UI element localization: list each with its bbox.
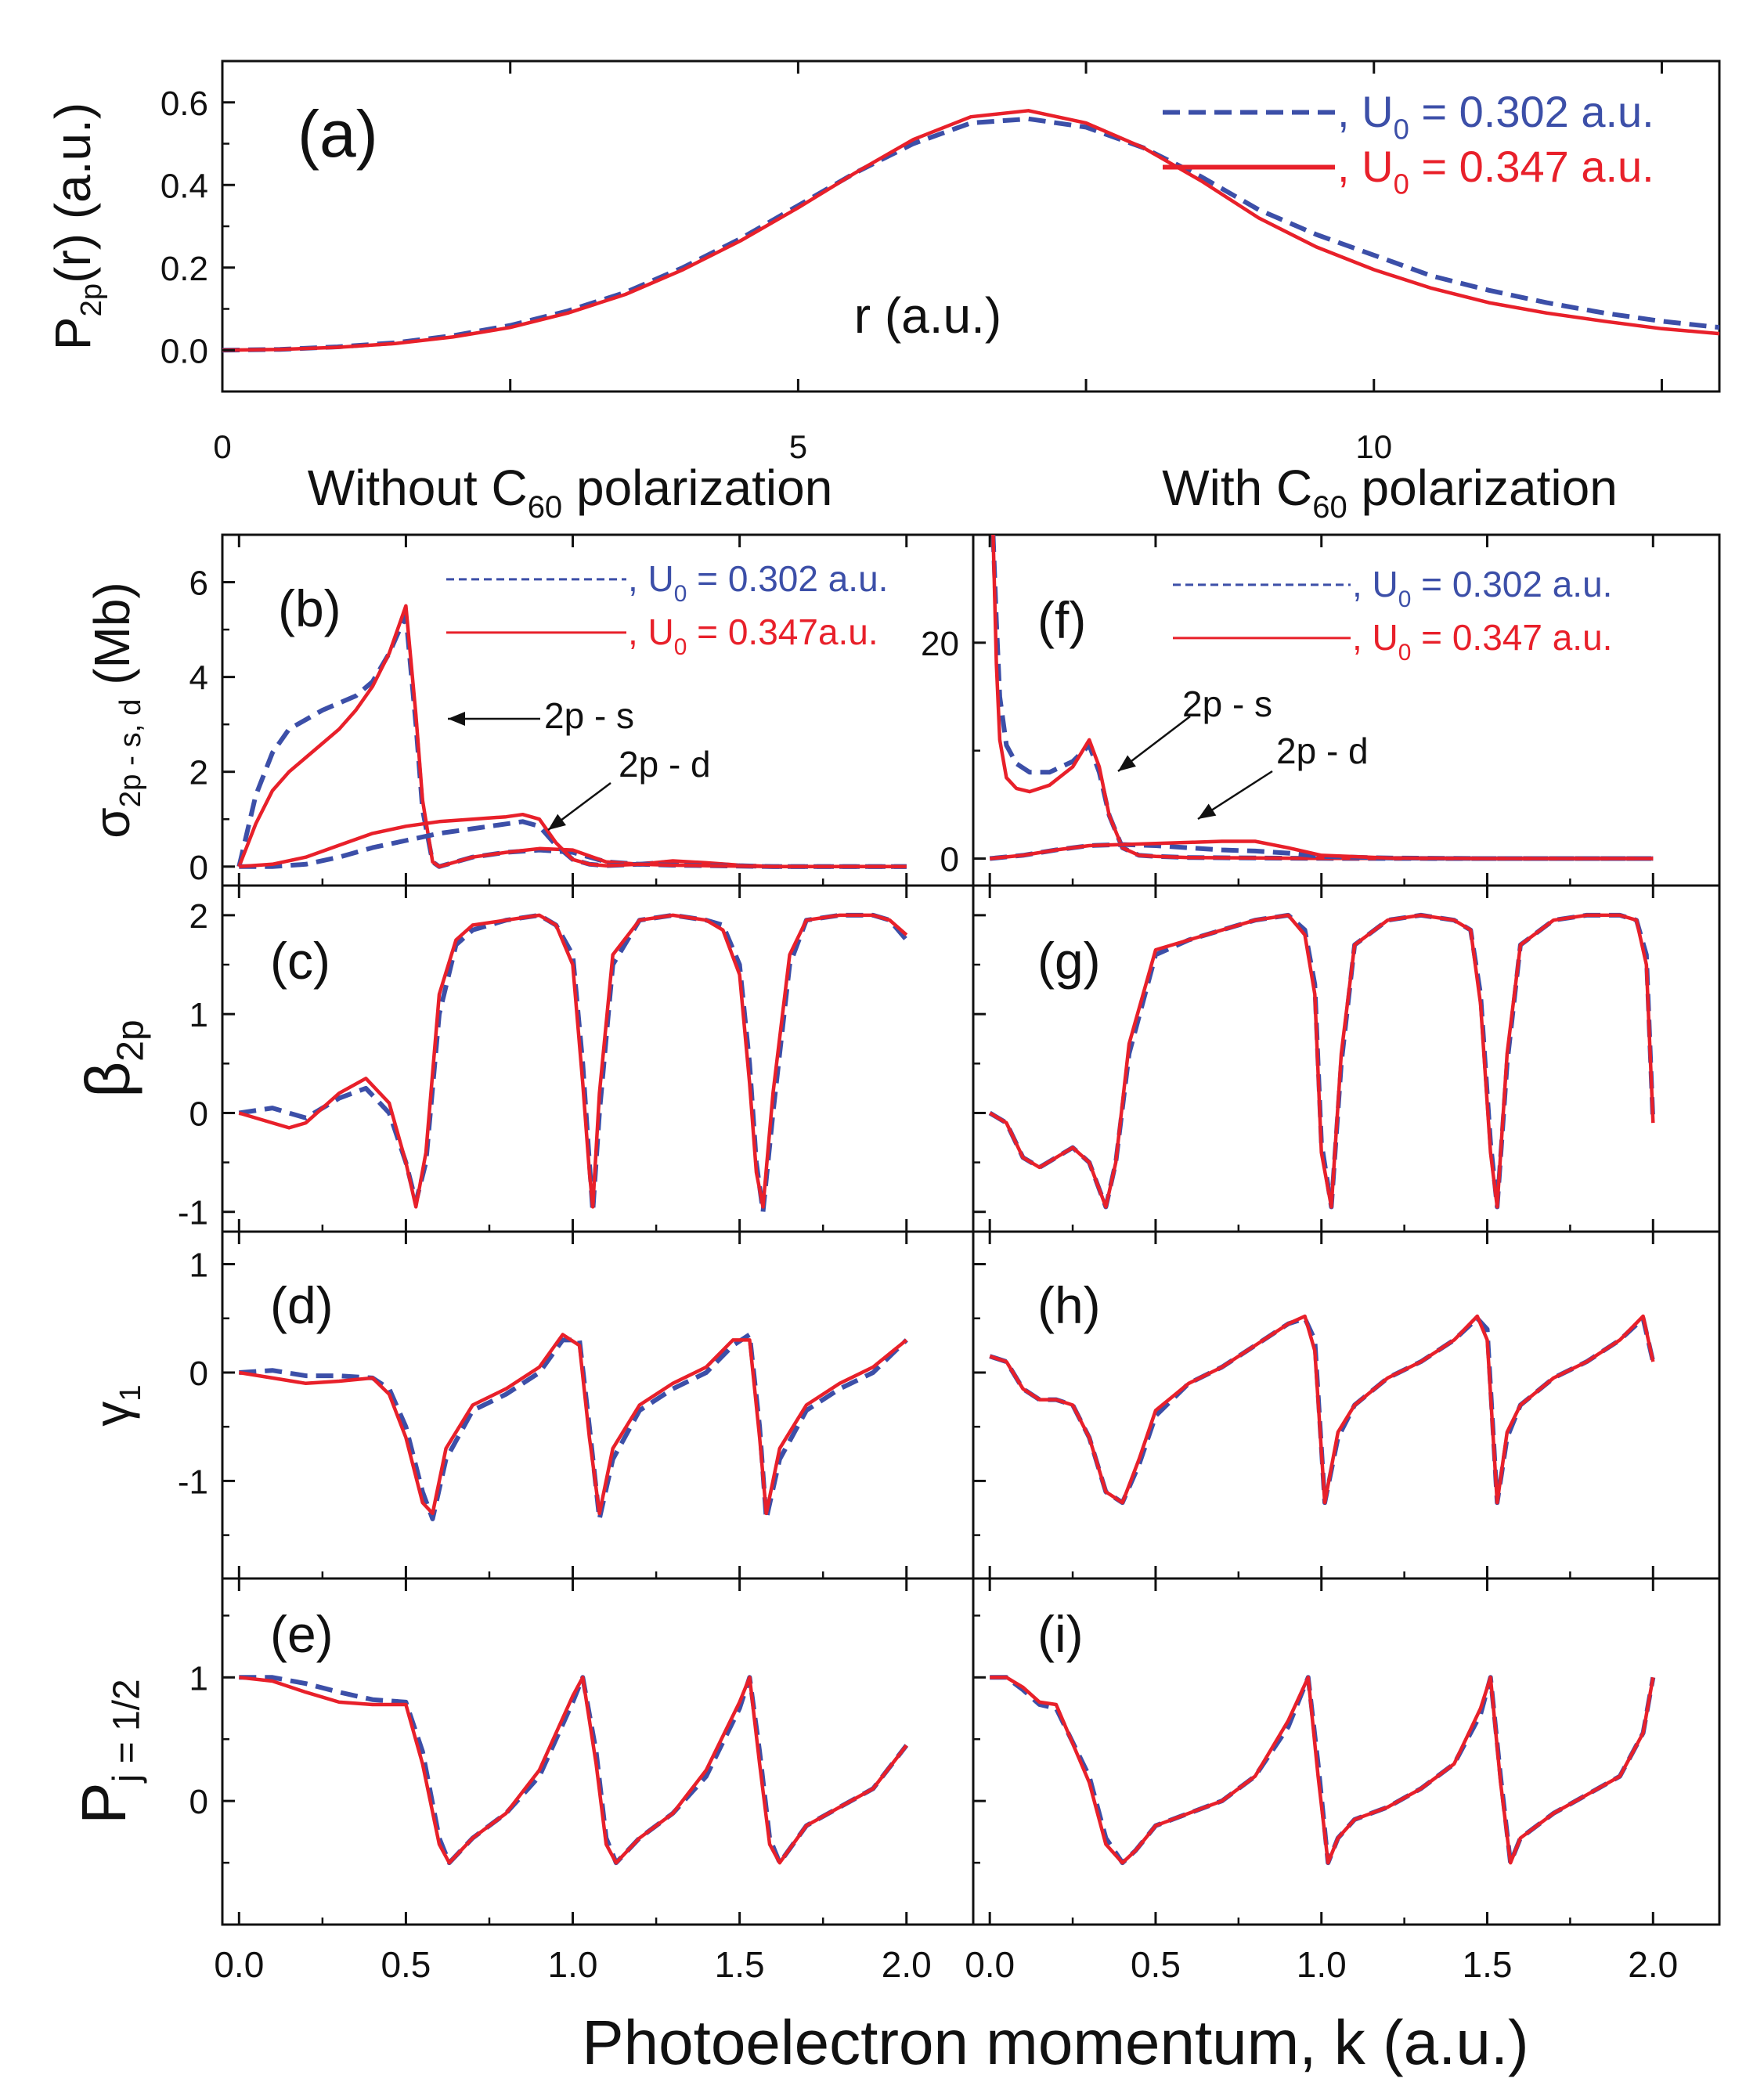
series-line-c-0 [238, 912, 909, 1214]
series-line-e-0 [239, 1675, 909, 1866]
ytick-label-f-1: 20 [921, 625, 959, 663]
panel-label-i: (i) [1037, 1605, 1084, 1663]
ytick-label-d-0: -1 [178, 1463, 208, 1501]
series-line-d-1 [238, 1333, 908, 1516]
series-line-a-1 [222, 109, 1719, 352]
xtick-label-a-2: 10 [1355, 428, 1392, 465]
xtick-label-e-4: 2.0 [882, 1944, 932, 1985]
annotation-arrowhead-b-0 [448, 712, 465, 726]
series-group-f [989, 535, 1654, 861]
ytick-label-b-1: 2 [189, 754, 208, 792]
legend-label-b-0: , U0 = 0.302 a.u. [628, 558, 888, 607]
series-group-g [988, 912, 1656, 1210]
ytick-label-c-1: 0 [189, 1095, 208, 1133]
series-group-a [222, 109, 1719, 353]
x-axis-label: Photoelectron momentum, k (a.u.) [582, 2008, 1528, 2077]
x-axis-label-a: r (a.u.) [854, 287, 1001, 344]
xtick-label-i-2: 1.0 [1297, 1944, 1347, 1985]
series-line-g-1 [989, 913, 1655, 1209]
legend-label-a-1: , U0 = 0.347 a.u. [1337, 142, 1654, 200]
panel-label-c: (c) [270, 932, 330, 990]
panel-label-e: (e) [270, 1605, 334, 1663]
series-group-e [239, 1675, 909, 1866]
y-axis-label-b: σ2p - s, d (Mb) [84, 582, 147, 839]
series-group-d [238, 1332, 908, 1521]
xtick-label-i-0: 0.0 [965, 1944, 1015, 1985]
ytick-label-c-2: 1 [189, 996, 208, 1034]
column-title-right: With C60 polarization [1162, 460, 1618, 525]
xtick-label-i-1: 0.5 [1131, 1944, 1181, 1985]
panel-label-g: (g) [1037, 932, 1101, 990]
panel-label-f: (f) [1037, 591, 1086, 649]
series-line-b-1 [237, 604, 907, 869]
series-line-f-3 [989, 839, 1654, 860]
ytick-label-e-0: 0 [189, 1783, 208, 1821]
annotation-arrowhead-f-1 [1198, 803, 1217, 819]
series-group-h [989, 1314, 1656, 1506]
y-axis-label-d: γ1 [84, 1384, 147, 1426]
series-line-i-1 [990, 1676, 1655, 1865]
xtick-label-i-3: 1.5 [1463, 1944, 1513, 1985]
series-line-a-0 [222, 116, 1719, 353]
annotation-arrowhead-f-0 [1118, 755, 1136, 771]
ytick-label-d-2: 1 [189, 1247, 208, 1285]
xtick-label-i-4: 2.0 [1628, 1944, 1678, 1985]
panel-label-d: (d) [270, 1276, 334, 1334]
ytick-label-e-1: 1 [189, 1659, 208, 1698]
ytick-label-c-0: -1 [178, 1194, 208, 1232]
ytick-label-a-3: 0.6 [161, 85, 208, 123]
series-group-b [236, 604, 907, 869]
ytick-label-d-1: 0 [189, 1355, 208, 1393]
ytick-label-f-0: 0 [940, 841, 959, 879]
y-axis-label-a: P2p(r) (a.u.) [45, 103, 108, 350]
annotation-f-0: 2p - s [1182, 684, 1272, 724]
series-line-h-1 [989, 1314, 1655, 1505]
column-title-left: Without C60 polarization [308, 460, 833, 525]
annotation-b-1: 2p - d [619, 744, 711, 785]
xtick-label-e-0: 0.0 [214, 1944, 264, 1985]
legend-label-b-1: , U0 = 0.347a.u. [628, 612, 878, 660]
panel-label-h: (h) [1037, 1276, 1101, 1334]
annotation-f-1: 2p - d [1276, 731, 1369, 771]
series-line-f-1 [991, 535, 1654, 860]
series-group-c [238, 912, 909, 1214]
y-axis-label-c: β2p [73, 1019, 152, 1097]
ytick-label-a-2: 0.4 [161, 167, 208, 205]
ytick-label-a-0: 0.0 [161, 332, 208, 370]
legend-label-f-1: , U0 = 0.347 a.u. [1352, 617, 1612, 666]
series-line-b-3 [239, 812, 907, 869]
xtick-label-e-3: 1.5 [715, 1944, 765, 1985]
series-group-i [990, 1675, 1656, 1866]
ytick-label-b-0: 0 [189, 849, 208, 887]
xtick-label-a-1: 5 [789, 428, 807, 465]
y-axis-label-e: Pj = 1/2 [69, 1679, 148, 1824]
annotation-arrowhead-b-1 [548, 814, 566, 830]
legend-label-a-0: , U0 = 0.302 a.u. [1337, 87, 1654, 146]
ytick-label-b-2: 4 [189, 659, 208, 698]
series-line-e-1 [239, 1676, 908, 1865]
ytick-label-b-3: 6 [189, 565, 208, 603]
xtick-label-a-0: 0 [213, 428, 231, 465]
panel-label-b: (b) [278, 579, 341, 637]
ytick-label-a-1: 0.2 [161, 250, 208, 288]
xtick-label-e-2: 1.0 [548, 1944, 598, 1985]
panel-label-a: (a) [298, 97, 378, 171]
ytick-label-c-3: 2 [189, 897, 208, 936]
legend-label-f-0: , U0 = 0.302 a.u. [1352, 564, 1612, 612]
series-line-c-1 [238, 913, 908, 1209]
xtick-label-e-1: 0.5 [381, 1944, 431, 1985]
panel-frame-i [972, 1577, 1721, 1926]
annotation-b-0: 2p - s [544, 695, 634, 736]
